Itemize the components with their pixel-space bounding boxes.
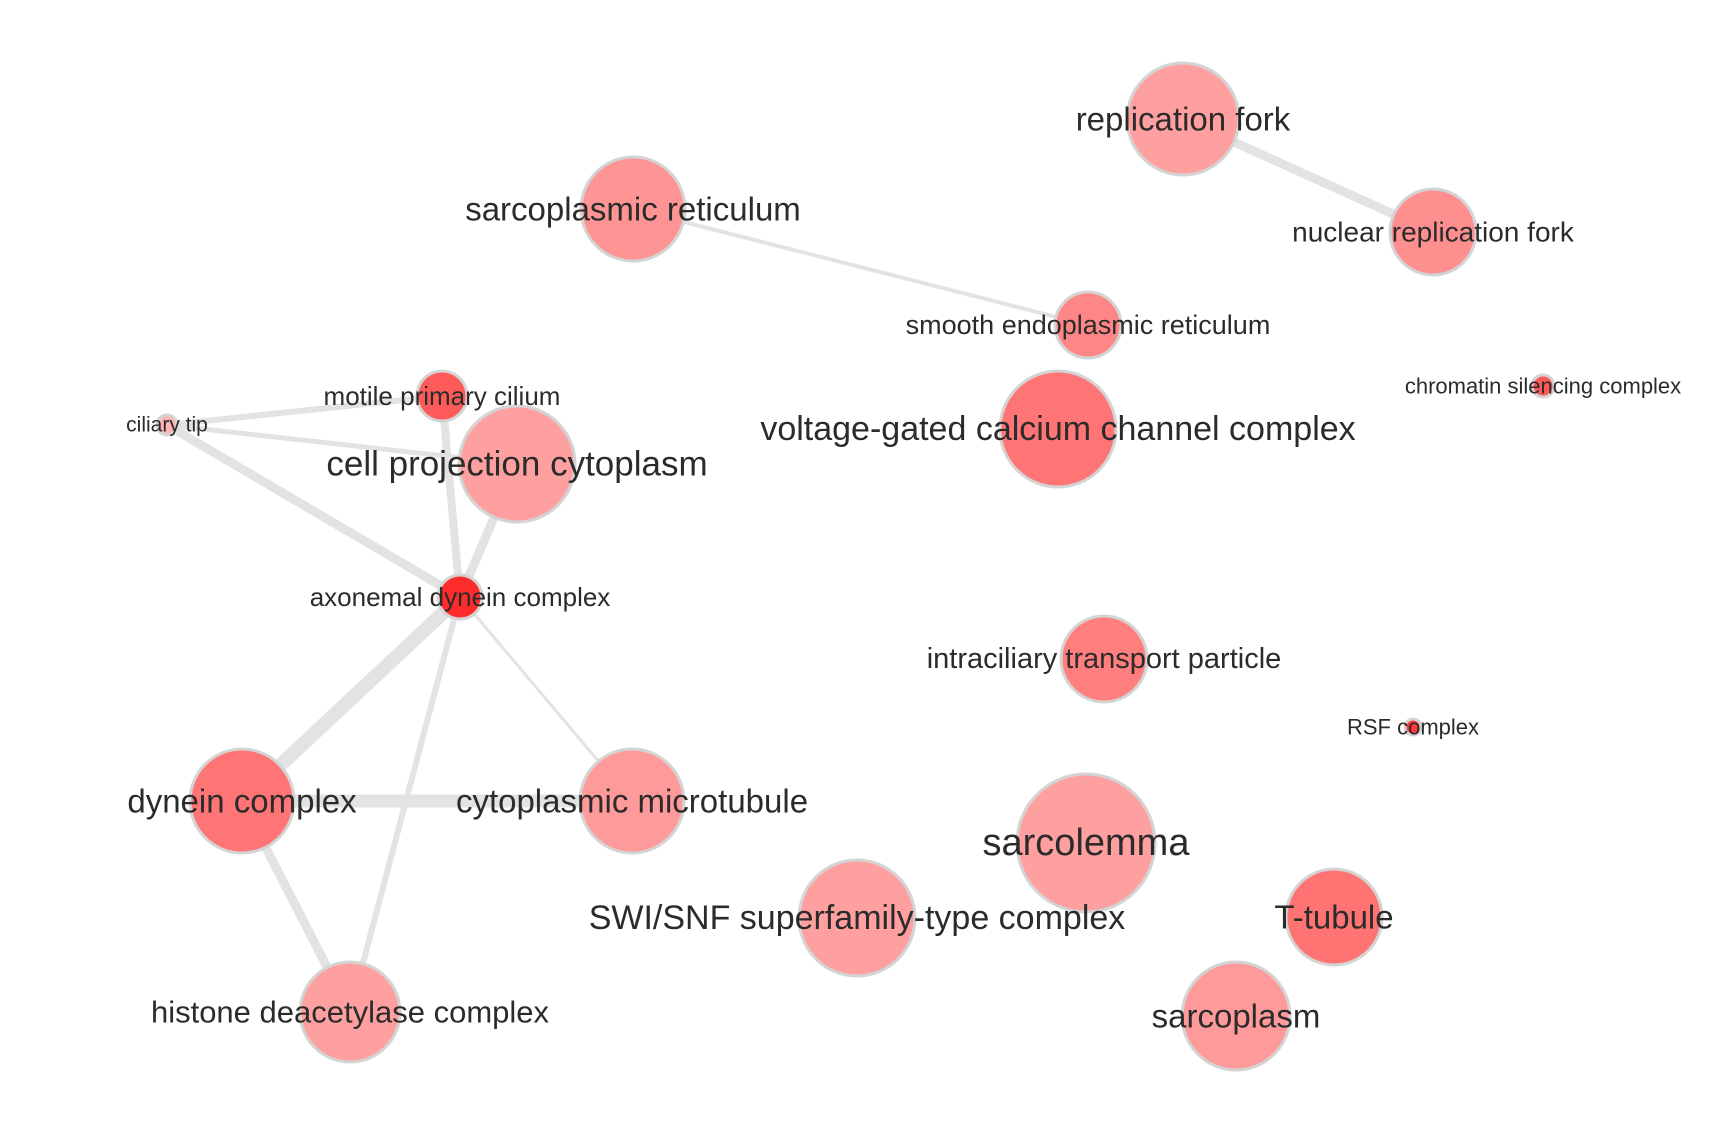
node-label-sarcoplasm: sarcoplasm <box>1152 998 1321 1035</box>
node-label-motile-primary-cilium: motile primary cilium <box>324 381 561 411</box>
node-rsf-complex[interactable] <box>1403 717 1423 737</box>
node-label-replication-fork: replication fork <box>1076 101 1291 138</box>
node-sarcoplasm[interactable] <box>1180 960 1292 1072</box>
node-cytoplasmic-microtubule[interactable] <box>578 747 686 855</box>
node-axonemal-dynein-complex[interactable] <box>436 573 484 621</box>
node-label-chromatin-silencing-complex: chromatin silencing complex <box>1405 374 1681 399</box>
edge-ciliary-tip-motile-primary-cilium <box>164 393 445 428</box>
node-label-dynein-complex: dynein complex <box>127 783 357 820</box>
node-ciliary-tip[interactable] <box>155 413 179 437</box>
node-label-cytoplasmic-microtubule: cytoplasmic microtubule <box>456 783 808 820</box>
node-label-ciliary-tip: ciliary tip <box>126 414 208 437</box>
node-histone-deacetylase-complex[interactable] <box>298 960 402 1064</box>
node-sarcoplasmic-reticulum[interactable] <box>579 155 687 263</box>
node-cell-projection-cytoplasm[interactable] <box>457 404 577 524</box>
node-label-voltage-gated-calcium-channel-complex: voltage-gated calcium channel complex <box>760 410 1355 448</box>
edge-ciliary-tip-axonemal-dynein-complex <box>162 420 465 602</box>
node-voltage-gated-calcium-channel-complex[interactable] <box>998 369 1118 489</box>
node-intraciliary-transport-particle[interactable] <box>1059 614 1149 704</box>
node-sarcolemma[interactable] <box>1015 772 1157 914</box>
node-label-swi-snf-superfamily-type-complex: SWI/SNF superfamily-type complex <box>589 899 1126 937</box>
node-smooth-endoplasmic-reticulum[interactable] <box>1053 290 1123 360</box>
labels-layer: replication fork nuclear replication fork… <box>126 101 1681 1035</box>
edge-motile-primary-cilium-axonemal-dynein-complex <box>438 392 464 601</box>
node-label-histone-deacetylase-complex: histone deacetylase complex <box>151 995 550 1030</box>
node-label-sarcolemma: sarcolemma <box>983 822 1191 864</box>
node-replication-fork[interactable] <box>1125 61 1241 177</box>
node-label-axonemal-dynein-complex: axonemal dynein complex <box>310 582 611 612</box>
node-label-nuclear-replication-fork: nuclear replication fork <box>1292 217 1575 248</box>
node-label-smooth-endoplasmic-reticulum: smooth endoplasmic reticulum <box>906 310 1271 340</box>
node-label-intraciliary-transport-particle: intraciliary transport particle <box>927 643 1282 675</box>
node-swi-snf-superfamily-type-complex[interactable] <box>797 858 917 978</box>
edge-sarcoplasmic-reticulum-smooth-endoplasmic-reticulum <box>631 207 1090 327</box>
node-chromatin-silencing-complex[interactable] <box>1530 373 1556 399</box>
node-nuclear-replication-fork[interactable] <box>1388 187 1478 277</box>
node-dynein-complex[interactable] <box>188 747 296 855</box>
node-label-rsf-complex: RSF complex <box>1347 715 1479 740</box>
node-t-tubule[interactable] <box>1284 867 1384 967</box>
edges-layer <box>162 114 1438 1017</box>
nodes-layer <box>155 61 1556 1072</box>
node-motile-primary-cilium[interactable] <box>415 369 469 423</box>
node-label-cell-projection-cytoplasm: cell projection cytoplasm <box>326 445 707 484</box>
node-label-sarcoplasmic-reticulum: sarcoplasmic reticulum <box>465 191 801 228</box>
node-label-t-tubule: T-tubule <box>1274 899 1393 936</box>
